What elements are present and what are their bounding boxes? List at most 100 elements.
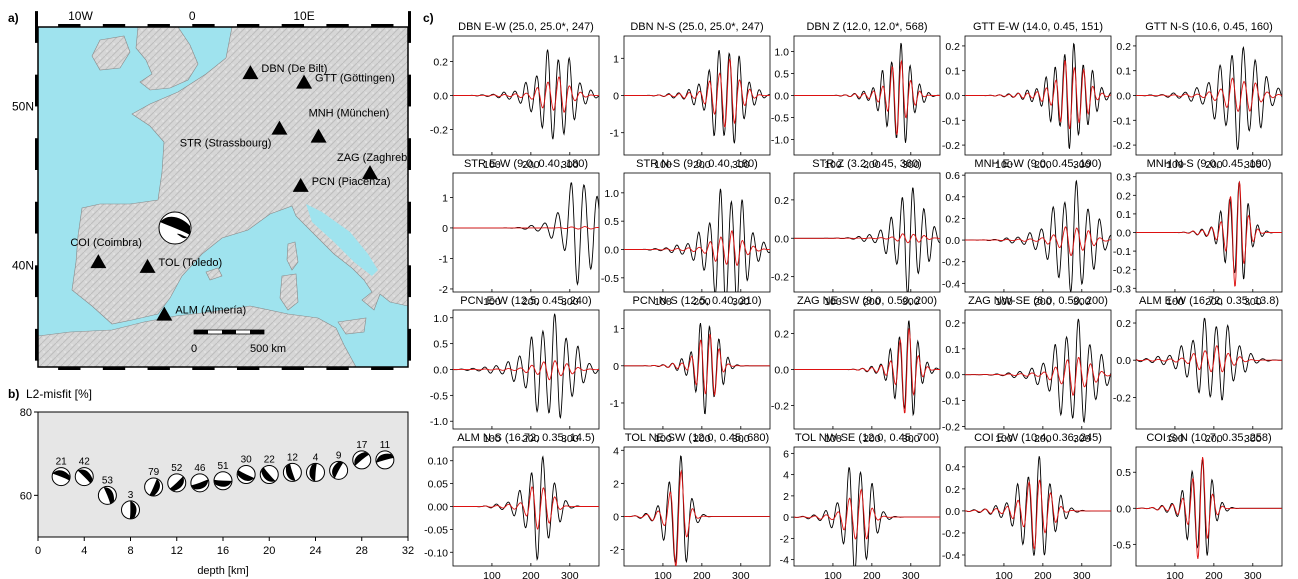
map-lat-tick-label: 50N [12,99,34,113]
land-sardinia [279,273,299,311]
waveform-ytick-label: 0.2 [433,57,448,69]
misfit-xtick-label: 20 [263,545,275,557]
waveform-xtick-label: 200 [1034,570,1052,579]
station-label: PCN (Piacenza) [312,176,391,188]
waveform-xtick-label: 100 [995,570,1013,579]
waveform-panel: PCN N-S (12.5, 0.40, 210) -1 0 1 100 200 300 [610,295,771,445]
misfit-point-label: 52 [171,463,183,474]
waveform-ytick-label: -0.1 [942,396,960,408]
waveform-ytick-label: -1.0 [430,416,448,428]
land-ireland [91,35,131,71]
synthetic-trace [453,76,599,113]
station-label: STR (Strassbourg) [180,138,272,150]
waveform-plot-area [964,172,1112,293]
waveform-xtick-label: 200 [522,296,540,308]
station-triangle-icon [242,65,259,80]
waveform-plot-area [793,172,941,293]
waveform-title: ALM E-W (16.72, 0.35, 13.8) [1139,295,1279,307]
waveform-ytick-label: -0.2 [771,272,789,284]
misfit-point: 30 [236,455,256,484]
land-balearic [205,267,223,281]
waveform-ytick-label: 0.0 [1116,228,1131,240]
misfit-point-label: 12 [287,452,299,463]
waveform-title: STR Z (3.2, 0.45, 360) [812,158,921,170]
waveform-title: MNH E-W (9.0, 0.45, 190) [974,158,1101,170]
waveform-title: ZAG NW-SE (6.0, 0.50, 200) [968,295,1108,307]
waveform-panel: COI E-W (10.4, 0.36, 245) -0.4 -0.2 0.0 0.2 0… [942,432,1112,579]
station-label: MNH (München) [309,108,390,120]
waveform-xtick-label: 100 [654,570,672,579]
waveform-ytick-label: 0.2 [1116,41,1131,53]
waveform-plot-area [1135,309,1283,430]
land-sicily [337,317,367,335]
waveform-panel: STR Z (3.2, 0.45, 360) -0.2 0.0 0.2 100 200 30… [771,158,941,308]
synthetic-trace [624,469,770,566]
waveform-ytick-label: 0.2 [774,195,789,207]
waveform-plot-area [964,309,1112,430]
waveform-ytick-label: 4 [613,445,619,457]
land-europe [71,27,408,325]
misfit-point-label: 46 [194,463,206,474]
waveform-xtick-label: 100 [1166,570,1184,579]
waveform-title: ZAG NE-SW (9.0, 0.50, 200) [797,295,937,307]
waveform-ytick-label: 0.0 [774,91,789,103]
waveform-xtick-label: 100 [483,570,501,579]
waveform-xtick-label: 300 [561,433,579,445]
waveform-ytick-label: -2 [780,533,789,545]
synthetic-trace [965,356,1111,397]
waveform-ytick-label: 0.10 [428,456,449,468]
waveform-ytick-label: 0.2 [774,328,789,340]
misfit-point: 52 [167,463,187,493]
map-frame [37,26,409,368]
waveform-xtick-label: 100 [824,159,842,171]
map-panel: 10W 0 10E 50N 40N DBN (De Bilt)GTT (Götting… [12,9,411,370]
synthetic-trace [453,360,599,381]
waveform-ytick-label: 0.1 [1116,209,1131,221]
station-pcn: PCN (Piacenza) [292,176,391,192]
map-lat-labels: 50N 40N [12,99,34,272]
station-zag: ZAG (Zaghreb) [337,152,411,180]
waveform-ytick-label: -1 [610,128,619,140]
misfit-point-label: 30 [241,455,253,466]
waveform-title: STR E-W (9.0, 0.40, 180) [464,158,588,170]
waveform-ytick-label: 0 [613,91,619,103]
waveform-ytick-label: 1.0 [604,188,619,200]
station-label: GTT (Göttingen) [315,73,395,85]
waveform-xtick-label: 100 [995,433,1013,445]
waveform-ytick-label: -0.2 [942,257,960,269]
synthetic-trace [1136,345,1282,373]
waveform-ytick-label: 0.2 [1116,190,1131,202]
waveform-ytick-label: 0.1 [945,66,960,78]
waveform-ytick-label: 0.5 [604,216,619,228]
waveform-title: ALM N-S (16.72, 0.35, 14.5) [457,432,595,444]
waveform-ytick-label: -1.0 [771,135,789,147]
panel-label-a: a) [8,11,19,25]
waveform-panel: DBN N-S (25.0, 25.0*, 247) -1 0 1 100 200 300 [610,21,771,171]
waveform-ytick-label: 2 [783,491,789,503]
station-alm: ALM (Almería) [156,305,246,321]
waveform-ytick-label: -0.05 [424,524,448,536]
waveform-panel: STR E-W (9.0, 0.40, 180) -2 -1 0 1 100 200 300 [439,158,600,308]
waveform-ytick-label: 0 [613,511,619,523]
waveform-title: PCN N-S (12.5, 0.40, 210) [632,295,761,307]
beachball-icon [158,211,192,245]
waveform-panel: COI S-N (10.7, 0.35, 258) -0.5 0.0 0.5 100 20… [1113,432,1283,579]
waveform-xtick-label: 100 [654,159,672,171]
observed-trace [453,313,599,420]
waveform-ytick-label: 1 [613,53,619,65]
waveform-xtick-label: 100 [824,296,842,308]
synthetic-trace [453,226,599,230]
waveform-plot-area [1135,446,1283,567]
waveform-panel: ALM E-W (16.72, 0.35, 13.8) -0.2 0.0 0.2 100… [1113,295,1283,445]
waveform-xtick-label: 300 [732,433,750,445]
waveform-plot-area [623,309,771,430]
waveform-ytick-label: 0.2 [945,41,960,53]
waveform-xtick-label: 300 [1073,433,1091,445]
waveform-xtick-label: 100 [824,570,842,579]
misfit-point-label: 4 [313,452,319,463]
waveform-panel: PCN E-W (12.5, 0.45, 240) -1.0 -0.5 0.0 0.5 1… [430,295,600,445]
waveform-ytick-label: 0.5 [774,68,789,80]
waveform-ytick-label: -1 [439,253,448,265]
synthetic-trace [965,226,1111,257]
waveform-title: PCN E-W (12.5, 0.45, 240) [460,295,591,307]
